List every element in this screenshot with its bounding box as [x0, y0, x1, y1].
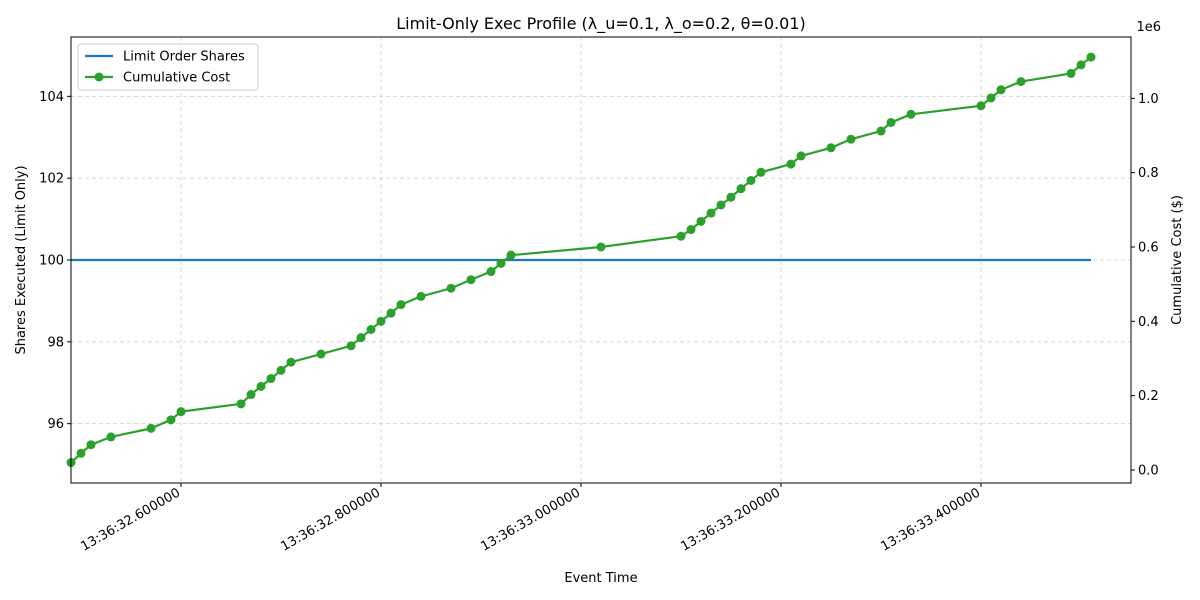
data-point-cumulative-cost: [1086, 52, 1096, 62]
data-point-cumulative-cost: [446, 283, 456, 293]
data-point-cumulative-cost: [386, 308, 396, 318]
data-point-cumulative-cost: [376, 316, 386, 326]
legend-label-cumulative-cost: Cumulative Cost: [123, 71, 230, 86]
y-right-tick-label: 0.4: [1138, 315, 1159, 330]
data-point-cumulative-cost: [166, 415, 176, 425]
y-right-tick-label: 1.0: [1138, 92, 1159, 107]
y-left-tick-label: 104: [39, 90, 64, 105]
data-point-cumulative-cost: [346, 341, 356, 351]
data-point-cumulative-cost: [236, 399, 246, 409]
data-point-cumulative-cost: [266, 374, 276, 384]
data-point-cumulative-cost: [506, 250, 516, 260]
chart-title: Limit-Only Exec Profile (λ_u=0.1, λ_o=0.…: [396, 14, 805, 34]
data-point-cumulative-cost: [726, 192, 736, 202]
data-point-cumulative-cost: [676, 231, 686, 241]
y-left-tick-label: 96: [47, 417, 64, 432]
data-point-cumulative-cost: [686, 225, 696, 235]
y-left-tick-label: 98: [47, 335, 64, 350]
data-point-cumulative-cost: [86, 440, 96, 450]
y-right-tick-label: 0.6: [1138, 240, 1159, 255]
data-point-cumulative-cost: [886, 117, 896, 127]
data-point-cumulative-cost: [486, 267, 496, 277]
data-point-cumulative-cost: [246, 390, 256, 400]
data-point-cumulative-cost: [316, 349, 326, 359]
y-left-tick-label: 100: [39, 254, 64, 269]
data-point-cumulative-cost: [416, 291, 426, 301]
data-point-cumulative-cost: [366, 325, 376, 334]
data-point-cumulative-cost: [76, 448, 86, 458]
y-axis-left-label: Shares Executed (Limit Only): [14, 165, 29, 354]
data-point-cumulative-cost: [906, 109, 916, 119]
data-point-cumulative-cost: [286, 357, 296, 367]
right-axis-offset-text: 1e6: [1136, 20, 1161, 35]
data-point-cumulative-cost: [796, 151, 806, 161]
data-point-cumulative-cost: [106, 432, 116, 442]
data-point-cumulative-cost: [746, 175, 756, 185]
data-point-cumulative-cost: [1076, 60, 1086, 70]
data-point-cumulative-cost: [786, 159, 796, 169]
y-left-tick-label: 102: [39, 172, 64, 187]
data-point-cumulative-cost: [996, 85, 1006, 95]
data-point-cumulative-cost: [356, 333, 366, 343]
legend-marker-cumulative-cost: [94, 72, 104, 82]
data-point-cumulative-cost: [146, 423, 156, 433]
data-point-cumulative-cost: [736, 184, 746, 194]
data-point-cumulative-cost: [256, 381, 266, 391]
data-point-cumulative-cost: [396, 300, 406, 310]
data-point-cumulative-cost: [276, 365, 286, 375]
legend-label-limit-order-shares: Limit Order Shares: [123, 50, 245, 65]
data-point-cumulative-cost: [716, 200, 726, 210]
x-axis-label: Event Time: [564, 571, 637, 586]
legend-box: [77, 43, 259, 91]
data-point-cumulative-cost: [466, 275, 476, 285]
data-point-cumulative-cost: [1016, 77, 1026, 87]
data-point-cumulative-cost: [876, 126, 886, 136]
data-point-cumulative-cost: [826, 143, 836, 153]
y-right-tick-label: 0.0: [1138, 463, 1159, 478]
data-point-cumulative-cost: [986, 93, 996, 103]
y-axis-right-label: Cumulative Cost ($): [1170, 195, 1185, 325]
data-point-cumulative-cost: [1066, 68, 1076, 78]
legend: Limit Order Shares Cumulative Cost: [77, 43, 259, 91]
data-point-cumulative-cost: [176, 407, 186, 417]
data-point-cumulative-cost: [706, 208, 716, 218]
data-point-cumulative-cost: [496, 258, 506, 268]
y-right-tick-label: 0.8: [1138, 166, 1159, 181]
data-point-cumulative-cost: [696, 216, 706, 226]
series-layer: [66, 52, 1096, 468]
y-right-tick-label: 0.2: [1138, 389, 1159, 404]
data-point-cumulative-cost: [976, 101, 986, 111]
data-point-cumulative-cost: [756, 167, 766, 177]
data-point-cumulative-cost: [846, 134, 856, 144]
data-point-cumulative-cost: [596, 242, 606, 252]
